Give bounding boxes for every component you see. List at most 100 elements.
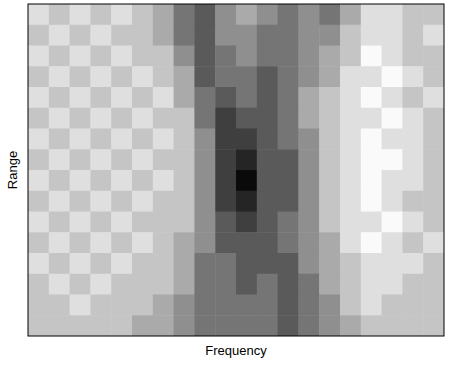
cell xyxy=(382,66,403,87)
cell xyxy=(28,170,49,191)
cell xyxy=(215,46,236,67)
cell xyxy=(194,46,215,67)
cell xyxy=(382,129,403,150)
cell xyxy=(340,66,361,87)
cell xyxy=(423,87,444,108)
cell xyxy=(70,212,91,233)
cell xyxy=(153,191,174,212)
cell xyxy=(298,66,319,87)
cell xyxy=(215,232,236,253)
cell xyxy=(423,66,444,87)
cell xyxy=(278,212,299,233)
cell xyxy=(340,149,361,170)
cell xyxy=(278,315,299,336)
cell xyxy=(278,253,299,274)
cell xyxy=(340,295,361,316)
cell xyxy=(236,212,257,233)
cell xyxy=(111,129,132,150)
cell xyxy=(153,87,174,108)
cell xyxy=(49,170,70,191)
cell xyxy=(194,108,215,129)
cell xyxy=(215,108,236,129)
cell xyxy=(319,46,340,67)
cell xyxy=(402,149,423,170)
cell xyxy=(174,191,195,212)
cell xyxy=(402,295,423,316)
cell xyxy=(49,108,70,129)
cell xyxy=(319,66,340,87)
cell xyxy=(278,295,299,316)
cell xyxy=(194,4,215,25)
cell xyxy=(402,4,423,25)
cell xyxy=(402,315,423,336)
cell xyxy=(215,253,236,274)
cell xyxy=(28,232,49,253)
cell xyxy=(70,25,91,46)
cell xyxy=(28,212,49,233)
cell xyxy=(174,87,195,108)
cell xyxy=(49,129,70,150)
cell xyxy=(361,191,382,212)
cell xyxy=(257,108,278,129)
cell xyxy=(340,170,361,191)
cell xyxy=(423,232,444,253)
cell xyxy=(319,315,340,336)
cell xyxy=(298,129,319,150)
cell xyxy=(402,108,423,129)
cell xyxy=(361,4,382,25)
cell xyxy=(236,4,257,25)
cell xyxy=(298,253,319,274)
cell xyxy=(28,108,49,129)
cell xyxy=(153,274,174,295)
cell xyxy=(278,25,299,46)
cell xyxy=(361,46,382,67)
cell xyxy=(28,25,49,46)
cell xyxy=(28,295,49,316)
cell xyxy=(402,274,423,295)
cell xyxy=(382,295,403,316)
plot-frame xyxy=(28,4,444,336)
cell xyxy=(174,253,195,274)
cell xyxy=(28,4,49,25)
cell xyxy=(423,149,444,170)
cell xyxy=(340,212,361,233)
cell xyxy=(257,46,278,67)
cell xyxy=(49,315,70,336)
cell xyxy=(90,149,111,170)
cell xyxy=(153,149,174,170)
cell xyxy=(90,129,111,150)
cell xyxy=(423,191,444,212)
cell xyxy=(278,170,299,191)
cell xyxy=(90,66,111,87)
cell xyxy=(90,315,111,336)
cell xyxy=(236,46,257,67)
cell xyxy=(361,170,382,191)
cell xyxy=(319,274,340,295)
cell xyxy=(278,4,299,25)
cell xyxy=(28,46,49,67)
cell xyxy=(132,108,153,129)
cell xyxy=(153,66,174,87)
cell xyxy=(111,149,132,170)
cell xyxy=(49,4,70,25)
cell xyxy=(298,295,319,316)
cell xyxy=(28,274,49,295)
cell xyxy=(70,191,91,212)
cell xyxy=(236,315,257,336)
cell xyxy=(257,149,278,170)
cell xyxy=(340,129,361,150)
cell xyxy=(361,315,382,336)
cell xyxy=(174,170,195,191)
cell xyxy=(257,170,278,191)
cell xyxy=(111,25,132,46)
cell xyxy=(257,232,278,253)
cell xyxy=(132,253,153,274)
cell xyxy=(215,212,236,233)
cell xyxy=(236,25,257,46)
cell xyxy=(111,4,132,25)
cell xyxy=(111,274,132,295)
cell xyxy=(340,232,361,253)
cell xyxy=(194,87,215,108)
cell xyxy=(236,170,257,191)
cell xyxy=(111,253,132,274)
